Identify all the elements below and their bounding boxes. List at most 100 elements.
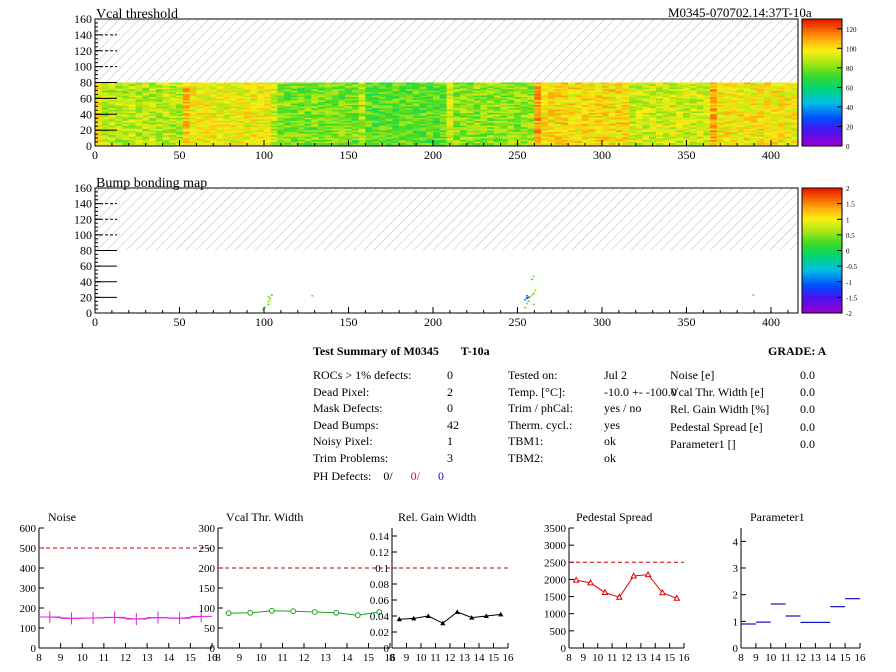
bump-point	[532, 303, 535, 306]
map-title: Vcal threshold	[96, 7, 178, 22]
condition-row-value: Jul 2	[604, 368, 628, 382]
y-tick-label: 120	[74, 44, 92, 58]
bump-point	[267, 300, 270, 303]
y-tick-label: 0.08	[370, 579, 390, 591]
defect-row-label: Mask Defects:	[313, 401, 383, 416]
x-tick-label: 11	[780, 652, 791, 664]
x-tick-label: 10	[256, 652, 268, 664]
y-tick-label: 2500	[544, 557, 567, 569]
condition-row-label: Temp. [°C]:	[508, 384, 566, 399]
plot-title: Pedestal Spread	[576, 510, 652, 524]
y-tick-label: 0	[561, 643, 567, 655]
width-row-value: 0.0	[800, 436, 815, 451]
y-tick-label: 160	[74, 181, 92, 195]
y-tick-label: 80	[80, 76, 92, 90]
series-line	[228, 610, 380, 616]
x-tick-label: 400	[762, 315, 780, 329]
bump-point	[270, 294, 273, 296]
x-tick-label: 16	[855, 652, 867, 664]
condition-row-label: TBM1:	[508, 434, 544, 449]
y-tick-label: 50	[204, 623, 216, 635]
y-tick-label: 140	[74, 28, 92, 42]
x-tick-label: 0	[92, 315, 98, 329]
palette-tick-label: 40	[846, 104, 854, 112]
condition-row-value: -10.0 +- -100.0	[604, 384, 677, 399]
palette-tick-label: 100	[846, 45, 857, 53]
x-tick-label: 12	[299, 652, 310, 664]
data-point	[425, 613, 431, 618]
x-tick-label: 150	[339, 148, 357, 162]
trend-plot: 0 500 1000 1500 2000 2500 3000 3500 8 9 10 11 12 13 14…	[544, 510, 690, 664]
bump-point	[267, 303, 270, 306]
x-tick-label: 14	[474, 652, 486, 664]
defect-row-label: Trim Problems:	[313, 451, 389, 465]
bump-point	[269, 297, 272, 299]
y-tick-label: 0	[384, 643, 390, 655]
condition-row-label: Therm. cycl.:	[508, 417, 573, 432]
x-tick-label: 9	[581, 652, 587, 664]
x-tick-label: 12	[445, 652, 456, 664]
defect-row-label: ROCs > 1% defects:	[313, 368, 412, 382]
palette-tick-label: 1	[846, 216, 850, 224]
roc-column	[710, 82, 799, 147]
data-point	[572, 576, 580, 583]
palette-tick-label: 60	[846, 84, 854, 92]
bump-point	[262, 309, 265, 311]
plot-title: Vcal Thr. Width	[226, 510, 303, 524]
defect-row-label: Dead Pixel:	[313, 384, 370, 399]
x-tick-label: 15	[488, 652, 500, 664]
data-point	[290, 608, 297, 615]
bump-point	[532, 275, 535, 278]
x-tick-label: 16	[679, 652, 691, 664]
module-id-label: M0345-070702.14:37T-10a	[668, 5, 812, 20]
x-tick-label: 14	[650, 652, 662, 664]
defect-row-value: 3	[447, 451, 453, 465]
palette-tick-label: -1.5	[846, 294, 858, 302]
x-tick-label: 15	[363, 652, 375, 664]
palette-tick-label: 0.5	[846, 232, 855, 240]
defect-row-value: 1	[447, 434, 453, 449]
map-title: Bump bonding map	[96, 176, 207, 191]
data-point	[644, 570, 652, 578]
width-row-label: Vcal Thr. Width [e]	[670, 385, 764, 400]
y-tick-label: 0.1	[375, 563, 389, 575]
x-tick-label: 8	[738, 652, 744, 664]
condition-row-label: TBM2:	[508, 451, 544, 465]
bump-point	[525, 297, 528, 299]
x-tick-label: 10	[77, 652, 89, 664]
trend-plot: 0 0.02 0.04 0.06 0.08 0.1 0.12 0.14 8 9 10 11 12 13 14…	[370, 510, 514, 664]
palette-tick-label: 20	[846, 123, 854, 131]
x-tick-label: 250	[508, 315, 526, 329]
defect-row-value: 0	[447, 368, 453, 382]
x-tick-label: 14	[163, 652, 175, 664]
grade-label: GRADE: A	[768, 344, 827, 358]
y-tick-label: 100	[74, 60, 92, 74]
palette-tick-label: -0.5	[846, 263, 858, 271]
color-palette: 0 20 40 60 80 100 120	[801, 18, 857, 151]
x-tick-label: 16	[503, 652, 515, 664]
bump-point	[269, 299, 272, 302]
x-tick-label: 11	[277, 652, 288, 664]
trend-plot: 0 50 100 150 200 250 300 8 9 10 11 12 13 14 15 16 Vcal T…	[199, 510, 397, 664]
y-tick-label: 40	[80, 275, 92, 289]
data-point	[354, 612, 361, 619]
x-tick-label: 50	[173, 148, 185, 162]
data-point	[411, 615, 417, 621]
y-tick-label: 0	[86, 306, 92, 320]
x-tick-label: 9	[237, 652, 243, 664]
x-tick-label: 50	[173, 315, 185, 329]
y-tick-label: 2	[733, 590, 739, 602]
roc-column	[270, 82, 359, 147]
y-tick-label: 100	[199, 603, 216, 615]
x-tick-label: 400	[762, 148, 780, 162]
x-tick-label: 200	[424, 148, 442, 162]
data-point	[498, 611, 504, 617]
summary-test-label: T-10a	[460, 344, 490, 358]
x-tick-label: 10	[416, 652, 428, 664]
bump-point	[267, 295, 270, 298]
x-tick-label: 8	[215, 652, 221, 664]
x-tick-label: 0	[92, 148, 98, 162]
y-tick-label: 0.02	[370, 627, 389, 639]
